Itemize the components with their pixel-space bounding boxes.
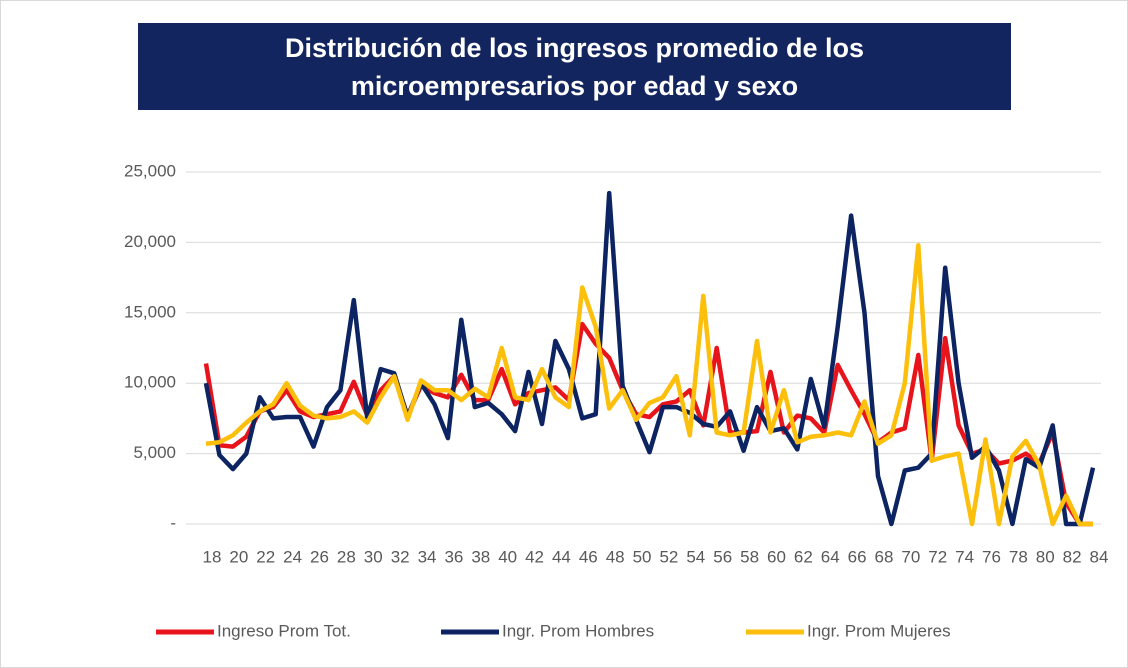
legend-label: Ingreso Prom Tot. bbox=[217, 621, 351, 640]
x-tick-label: 20 bbox=[229, 547, 248, 566]
x-tick-label: 28 bbox=[337, 547, 356, 566]
x-tick-label: 46 bbox=[579, 547, 598, 566]
x-tick-label: 40 bbox=[498, 547, 517, 566]
x-tick-label: 30 bbox=[364, 547, 383, 566]
x-tick-label: 18 bbox=[203, 547, 222, 566]
y-tick-label: 10,000 bbox=[124, 373, 176, 392]
x-tick-label: 34 bbox=[418, 547, 437, 566]
x-tick-label: 60 bbox=[767, 547, 786, 566]
x-tick-label: 36 bbox=[444, 547, 463, 566]
series-line bbox=[205, 242, 1093, 527]
y-tick-label: - bbox=[170, 513, 176, 532]
chart-title: Distribución de los ingresos promedio de… bbox=[138, 23, 1011, 110]
x-tick-label: 84 bbox=[1090, 547, 1109, 566]
x-tick-label: 72 bbox=[928, 547, 947, 566]
x-tick-label: 64 bbox=[821, 547, 840, 566]
x-tick-label: 78 bbox=[1009, 547, 1028, 566]
legend-label: Ingr. Prom Hombres bbox=[502, 621, 654, 640]
legend-label: Ingr. Prom Mujeres bbox=[807, 621, 951, 640]
x-tick-label: 70 bbox=[901, 547, 920, 566]
y-tick-label: 25,000 bbox=[124, 161, 176, 180]
y-tick-label: 15,000 bbox=[124, 302, 176, 321]
x-tick-label: 52 bbox=[659, 547, 678, 566]
x-tick-label: 54 bbox=[686, 547, 705, 566]
x-tick-label: 58 bbox=[740, 547, 759, 566]
x-tick-label: 62 bbox=[794, 547, 813, 566]
series-line bbox=[203, 190, 1096, 527]
x-tick-label: 68 bbox=[875, 547, 894, 566]
y-tick-label: 20,000 bbox=[124, 232, 176, 251]
y-tick-label: 5,000 bbox=[133, 443, 176, 462]
x-tick-label: 42 bbox=[525, 547, 544, 566]
x-tick-label: 80 bbox=[1036, 547, 1055, 566]
x-tick-label: 22 bbox=[256, 547, 275, 566]
x-tick-label: 44 bbox=[552, 547, 571, 566]
x-tick-label: 82 bbox=[1063, 547, 1082, 566]
x-tick-label: 56 bbox=[713, 547, 732, 566]
x-tick-label: 32 bbox=[391, 547, 410, 566]
x-tick-label: 26 bbox=[310, 547, 329, 566]
x-tick-label: 48 bbox=[606, 547, 625, 566]
x-tick-label: 38 bbox=[471, 547, 490, 566]
x-tick-label: 24 bbox=[283, 547, 302, 566]
x-tick-label: 76 bbox=[982, 547, 1001, 566]
x-tick-label: 66 bbox=[848, 547, 867, 566]
x-tick-label: 50 bbox=[633, 547, 652, 566]
series-line bbox=[203, 321, 1093, 527]
x-tick-label: 74 bbox=[955, 547, 974, 566]
